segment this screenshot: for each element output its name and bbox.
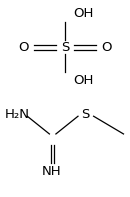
Text: S: S xyxy=(82,108,90,121)
Text: H₂N: H₂N xyxy=(4,108,29,121)
Text: O: O xyxy=(18,41,29,54)
Text: S: S xyxy=(61,41,69,54)
Text: OH: OH xyxy=(73,7,93,20)
Text: NH: NH xyxy=(42,165,62,178)
Text: OH: OH xyxy=(73,74,93,87)
Text: O: O xyxy=(101,41,112,54)
